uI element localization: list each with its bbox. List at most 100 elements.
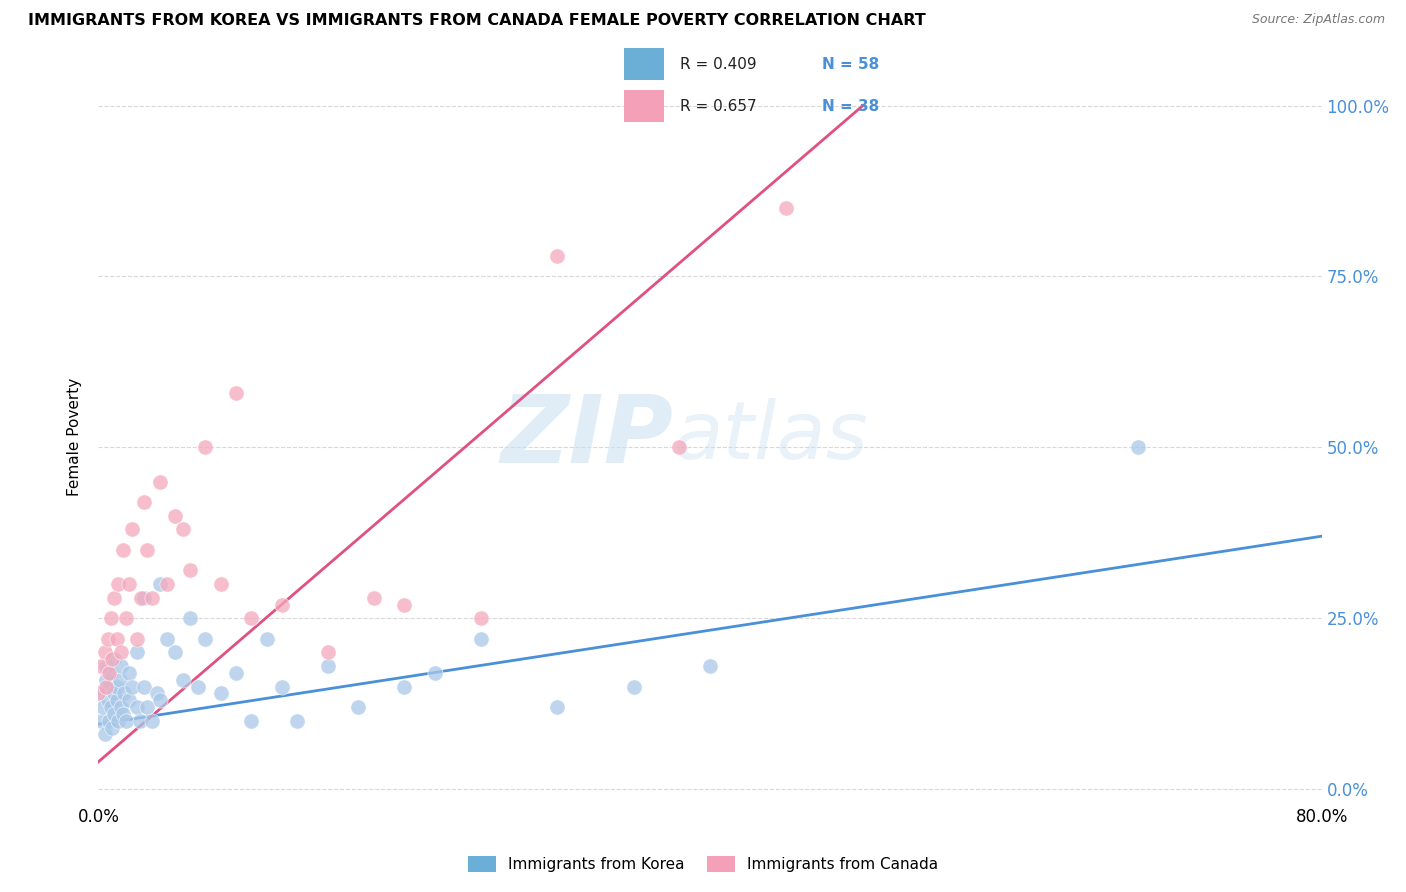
Point [91,700,114,714]
Point [156,577,179,591]
Point [363,591,385,605]
Point [118,665,141,680]
Point [316,659,339,673]
Point [270,680,292,694]
Point [172,522,194,536]
Point [623,680,645,694]
Point [179,563,201,577]
Point [129,591,152,605]
Point [256,632,278,646]
Text: Source: ZipAtlas.com: Source: ZipAtlas.com [1251,13,1385,27]
Point [94,659,117,673]
Point [93,645,115,659]
Point [121,522,143,536]
Point [125,700,148,714]
Point [470,611,492,625]
Point [110,700,132,714]
Point [111,706,134,721]
Point [118,577,141,591]
Point [97,693,120,707]
Point [100,611,122,625]
Point [546,249,568,263]
Text: R = 0.657: R = 0.657 [679,99,756,113]
Point [108,673,131,687]
Point [163,508,186,523]
Point [141,591,163,605]
Point [179,611,201,625]
Point [103,706,125,721]
Point [194,440,217,454]
Point [100,665,122,680]
Point [240,611,263,625]
Point [90,714,112,728]
Legend: Immigrants from Korea, Immigrants from Canada: Immigrants from Korea, Immigrants from C… [460,848,946,880]
Point [149,693,172,707]
Point [128,714,150,728]
Point [1128,440,1150,454]
Point [101,652,124,666]
Text: N = 38: N = 38 [823,99,879,113]
Point [668,440,690,454]
Point [209,686,232,700]
Point [546,700,568,714]
Point [149,577,172,591]
Point [93,727,115,741]
Y-axis label: Female Poverty: Female Poverty [67,378,83,496]
Point [107,714,129,728]
Point [105,693,128,707]
Point [87,686,110,700]
Point [134,591,156,605]
Point [156,632,179,646]
Point [392,598,416,612]
Point [209,577,232,591]
Point [136,542,159,557]
Text: atlas: atlas [673,398,868,476]
Point [103,591,125,605]
Point [112,686,135,700]
Point [194,632,217,646]
Point [103,686,125,700]
Point [103,652,125,666]
Point [347,700,370,714]
Point [110,659,132,673]
Point [107,577,129,591]
Point [100,700,122,714]
Point [98,714,121,728]
Point [240,714,263,728]
FancyBboxPatch shape [624,48,664,80]
Point [225,665,247,680]
Point [134,680,156,694]
Point [115,714,138,728]
Text: ZIP: ZIP [501,391,673,483]
Point [111,542,134,557]
Point [94,680,117,694]
Point [775,201,797,215]
Point [118,693,141,707]
Point [125,632,148,646]
Point [125,645,148,659]
Point [134,495,156,509]
Point [110,645,132,659]
Point [115,611,138,625]
Text: N = 58: N = 58 [823,57,879,71]
Point [149,475,172,489]
Point [316,645,339,659]
Point [187,680,209,694]
Point [145,686,167,700]
Point [105,632,128,646]
Point [470,632,492,646]
Point [163,645,186,659]
Point [270,598,292,612]
Point [172,673,194,687]
Point [90,659,112,673]
Point [699,659,721,673]
Point [94,673,117,687]
Text: IMMIGRANTS FROM KOREA VS IMMIGRANTS FROM CANADA FEMALE POVERTY CORRELATION CHART: IMMIGRANTS FROM KOREA VS IMMIGRANTS FROM… [28,13,927,29]
Point [225,385,247,400]
Point [87,686,110,700]
FancyBboxPatch shape [624,90,664,122]
Point [136,700,159,714]
Point [141,714,163,728]
Point [98,665,121,680]
Point [423,665,446,680]
